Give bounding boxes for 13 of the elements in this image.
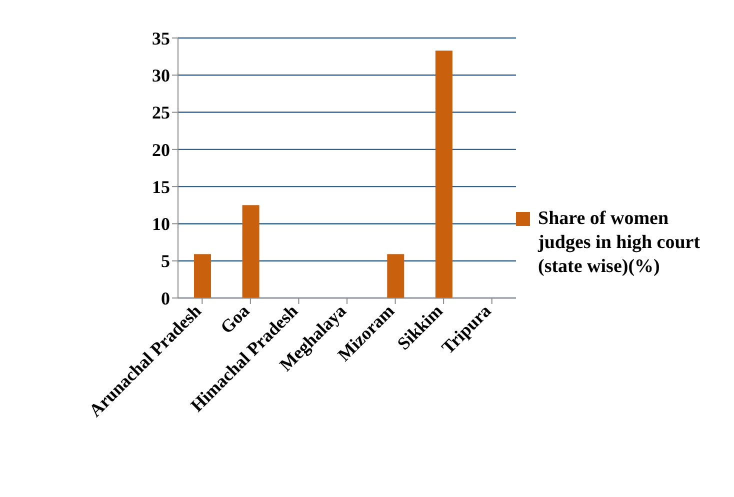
- bar: [242, 205, 260, 298]
- y-tick-label: 15: [152, 176, 170, 197]
- bar: [435, 50, 452, 298]
- y-tick-label: 5: [161, 251, 170, 272]
- y-tick-label: 35: [152, 28, 170, 48]
- bar: [194, 254, 211, 298]
- legend-label: Share of women judges in high court (state wise)(%): [538, 207, 702, 279]
- bar: [387, 254, 404, 298]
- y-tick-label: 0: [161, 288, 170, 308]
- y-tick-label: 30: [152, 66, 170, 86]
- y-tick-label: 20: [152, 140, 170, 160]
- y-tick-label: 10: [152, 214, 170, 234]
- y-tick-label: 25: [152, 102, 170, 123]
